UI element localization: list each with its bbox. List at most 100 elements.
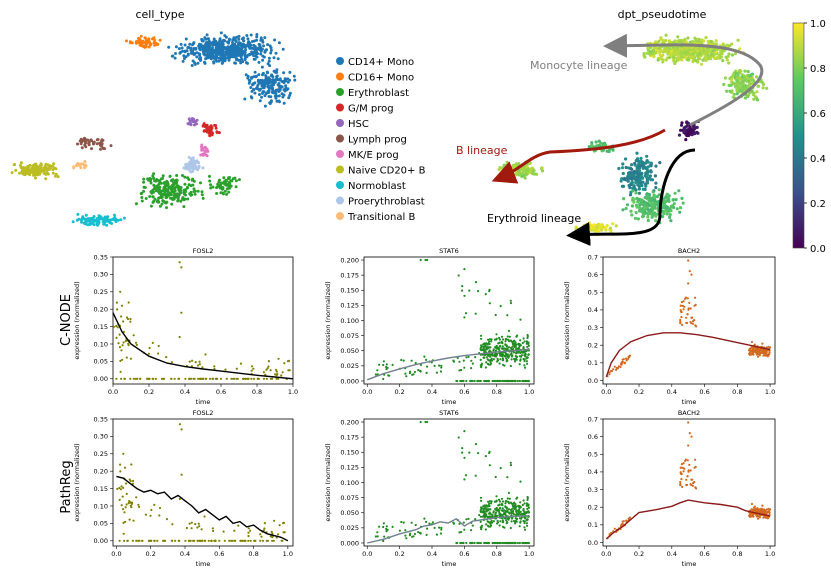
- umap-left-point: [180, 46, 184, 50]
- data-point: [419, 370, 422, 373]
- umap-left-point: [239, 61, 243, 65]
- data-point: [756, 350, 759, 354]
- umap-left-point: [283, 77, 287, 81]
- data-point: [513, 541, 516, 545]
- umap-right-point: [672, 205, 676, 210]
- umap-left-point: [220, 51, 224, 54]
- y-tick-label: 0.5: [588, 451, 598, 459]
- data-point: [426, 420, 429, 424]
- umap-right-point: [661, 58, 665, 62]
- legend-marker: [336, 57, 344, 65]
- umap-left-point: [270, 90, 274, 94]
- umap-right-point: [651, 206, 655, 211]
- data-point: [679, 466, 682, 469]
- data-point: [526, 379, 529, 383]
- data-point: [485, 348, 488, 351]
- umap-right-point: [529, 167, 533, 171]
- data-point: [210, 539, 213, 542]
- colorbar-tick-label: 0.0: [810, 244, 826, 255]
- data-point: [750, 349, 753, 352]
- data-point: [463, 456, 466, 459]
- umap-left-point: [34, 176, 37, 180]
- umap-left-point: [234, 61, 237, 65]
- umap-left-point: [258, 99, 262, 103]
- umap-left-point: [217, 59, 221, 63]
- umap-right-point: [624, 165, 628, 170]
- data-point: [689, 307, 692, 310]
- umap-left-point: [235, 35, 239, 39]
- umap-left-point: [275, 99, 279, 103]
- umap-left-point: [156, 42, 160, 46]
- data-point: [275, 377, 278, 380]
- umap-left-point: [188, 169, 192, 172]
- data-point: [689, 321, 692, 324]
- umap-right-point: [587, 226, 591, 230]
- data-point: [456, 356, 459, 360]
- data-point: [483, 379, 486, 383]
- umap-right-point: [664, 200, 668, 204]
- umap-right-point: [746, 69, 750, 74]
- legend-marker: [336, 212, 344, 220]
- umap-right-point: [699, 40, 703, 44]
- data-point: [752, 506, 756, 509]
- y-tick-label: 0.2: [588, 341, 598, 349]
- y-tick-label: 0.00: [94, 537, 108, 545]
- umap-left-point: [245, 34, 249, 37]
- data-point: [505, 522, 508, 525]
- data-point: [165, 356, 168, 359]
- data-point: [129, 320, 132, 323]
- umap-right-point: [693, 49, 697, 53]
- data-point: [118, 333, 121, 336]
- umap-left-point: [160, 195, 164, 199]
- data-point: [488, 289, 491, 293]
- data-point: [482, 356, 485, 359]
- x-tick-label: 1.0: [283, 550, 293, 558]
- umap-right-point: [671, 198, 675, 202]
- data-point: [471, 541, 474, 545]
- umap-left-point: [140, 199, 144, 203]
- data-point: [493, 379, 496, 383]
- umap-right-point: [666, 205, 670, 209]
- data-point: [117, 342, 120, 345]
- umap-right-point: [678, 210, 682, 214]
- umap-left-point: [260, 47, 264, 51]
- umap-left-point: [229, 44, 233, 48]
- data-point: [507, 329, 510, 332]
- data-point: [270, 530, 273, 534]
- umap-right-point: [672, 202, 676, 206]
- data-point: [484, 506, 487, 509]
- umap-left-point: [157, 196, 161, 200]
- umap-left-point: [95, 221, 99, 225]
- data-point: [235, 367, 238, 370]
- data-point: [385, 363, 388, 366]
- data-point: [498, 362, 501, 365]
- umap-left-point: [249, 33, 253, 37]
- umap-right-point: [654, 164, 658, 168]
- erythroid-lineage-label: Erythroid lineage: [487, 212, 581, 225]
- umap-right-point: [684, 138, 688, 142]
- data-point: [137, 503, 140, 506]
- y-tick-label: 0.00: [94, 375, 108, 383]
- data-point: [123, 511, 126, 514]
- umap-right-point: [644, 203, 648, 207]
- data-point: [190, 527, 193, 530]
- data-point: [519, 351, 522, 354]
- umap-left-point: [222, 38, 226, 42]
- umap-left-point: [182, 166, 186, 170]
- x-tick-label: 0.6: [699, 550, 709, 558]
- umap-left-point: [224, 35, 228, 39]
- data-point: [178, 423, 181, 426]
- umap-left-point: [44, 177, 48, 181]
- data-point: [679, 480, 682, 484]
- data-point: [125, 492, 128, 495]
- umap-right-point: [630, 204, 635, 208]
- data-point: [480, 345, 483, 348]
- data-point: [757, 348, 761, 352]
- data-point: [751, 349, 755, 352]
- umap-right-point: [672, 49, 676, 54]
- umap-right-point: [729, 83, 733, 87]
- umap-left-point: [260, 83, 264, 87]
- data-point: [127, 344, 130, 347]
- umap-left-point: [276, 57, 280, 61]
- umap-right-point: [652, 211, 657, 215]
